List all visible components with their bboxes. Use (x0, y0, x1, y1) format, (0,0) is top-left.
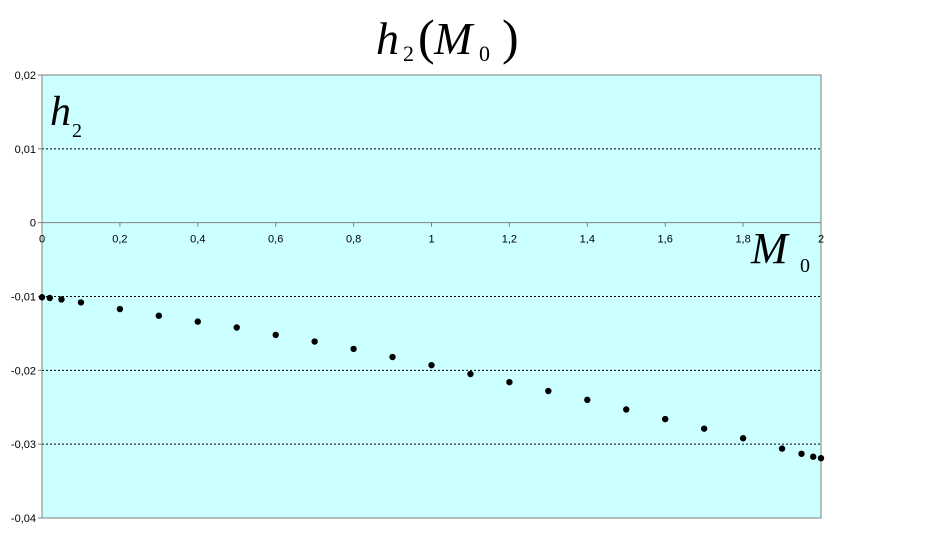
x-tick-label: 1,4 (580, 234, 595, 246)
data-point (778, 445, 786, 452)
x-tick-label: 1 (428, 234, 434, 246)
data-point (233, 324, 240, 331)
x-tick-label: 0,4 (190, 234, 205, 246)
data-point (798, 450, 805, 457)
y-axis-label: h 2 (50, 89, 82, 142)
y-tick-label: -0,04 (11, 513, 36, 525)
title-arg-sub: 0 (479, 41, 490, 66)
y-axis-label-sub: 2 (72, 120, 82, 142)
data-point (38, 294, 46, 301)
data-point (623, 406, 630, 413)
x-axis-label-main: M (750, 224, 790, 273)
data-point (739, 435, 747, 442)
y-tick-label: -0,03 (11, 439, 36, 451)
y-tick-label: 0 (30, 218, 36, 230)
tick-labels: 0,02 0,01 0 -0,01 -0,02 -0,03 -0,04 0 0,2 0,4 0,6 0… (11, 70, 824, 525)
x-tick-label: 0 (39, 234, 45, 246)
data-point (46, 294, 53, 302)
y-axis-label-main: h (50, 89, 71, 135)
data-point (545, 387, 552, 395)
data-point (467, 370, 474, 378)
x-tick-label: 2 (818, 234, 824, 246)
data-point (272, 331, 279, 339)
data-point (389, 353, 396, 361)
x-tick-label: 0,8 (346, 234, 361, 246)
data-point (810, 453, 817, 460)
chart-title: h 2 ( M 0 ) (376, 9, 519, 66)
x-axis-label: M 0 (750, 224, 810, 277)
y-tick-label: 0,02 (15, 70, 36, 82)
data-point (700, 425, 708, 432)
title-close-paren: ) (502, 9, 519, 65)
data-point (350, 345, 357, 353)
y-tick-label: -0,01 (11, 292, 36, 304)
data-point (428, 361, 435, 369)
x-tick-label: 0,6 (268, 234, 283, 246)
data-point (58, 296, 65, 303)
grid-lines (42, 148, 821, 445)
x-tick-label: 0,2 (112, 234, 127, 246)
title-func: h (376, 13, 399, 64)
title-open-paren: ( (418, 9, 435, 65)
data-points (38, 294, 825, 462)
x-tick-label: 1,6 (658, 234, 673, 246)
data-point (506, 378, 513, 386)
title-func-sub: 2 (403, 41, 414, 66)
data-point (662, 415, 669, 423)
title-arg: M (433, 13, 475, 64)
data-point (311, 338, 318, 345)
data-point (77, 299, 85, 306)
data-point (817, 454, 825, 462)
data-point (584, 396, 591, 404)
x-tick-label: 1,8 (735, 234, 750, 246)
data-point (116, 305, 124, 313)
x-axis-label-sub: 0 (800, 255, 810, 277)
y-tick-label: -0,02 (11, 365, 36, 377)
data-point (194, 318, 201, 325)
data-point (155, 312, 163, 319)
y-tick-label: 0,01 (15, 144, 36, 156)
x-tick-label: 1,2 (502, 234, 517, 246)
